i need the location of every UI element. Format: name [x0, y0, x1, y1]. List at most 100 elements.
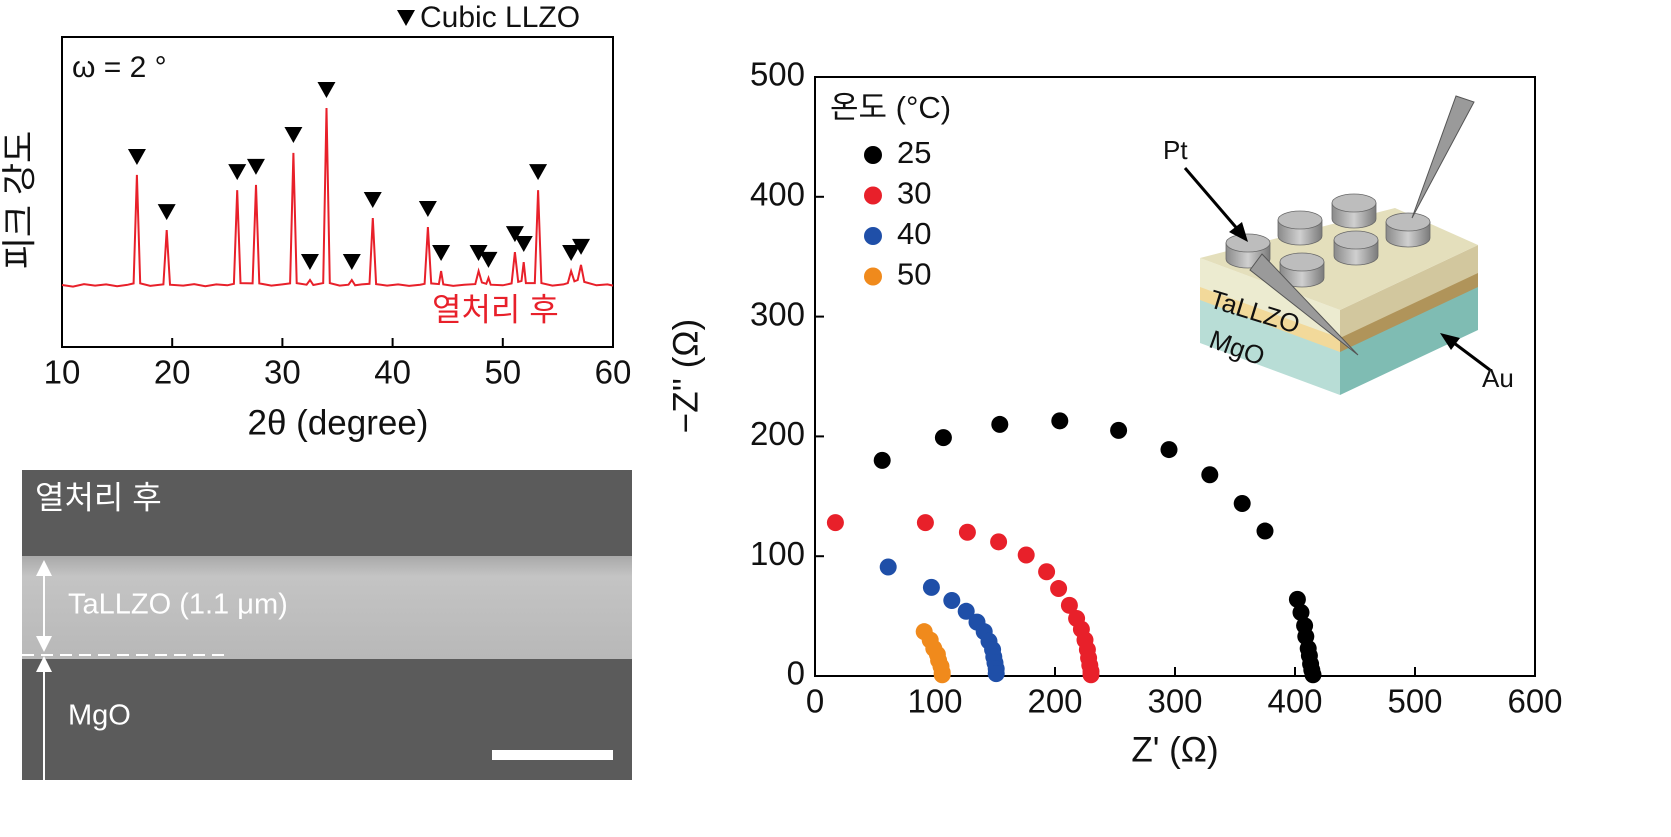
peak-marker — [479, 251, 498, 268]
data-point — [873, 451, 891, 469]
peak-marker — [317, 81, 336, 98]
annotation: ω = 2 ° — [72, 51, 167, 84]
data-point — [1082, 666, 1100, 684]
peak-marker — [157, 204, 176, 221]
data-point — [1110, 421, 1128, 439]
legend-label: 40 — [897, 216, 931, 251]
data-point — [1050, 580, 1068, 598]
layer-label: MgO — [68, 700, 131, 732]
x-tick-label: 500 — [1387, 683, 1442, 720]
data-point — [826, 514, 844, 532]
pointer — [1183, 167, 1242, 233]
x-tick-label: 40 — [374, 354, 411, 391]
peak-marker — [284, 126, 303, 143]
legend-title: 온도 (°C) — [830, 90, 951, 125]
peak-marker — [529, 164, 548, 181]
data-point — [957, 602, 975, 620]
data-point — [1051, 412, 1069, 430]
legend-marker — [397, 10, 415, 26]
x-tick-label: 30 — [264, 354, 301, 391]
peak-marker — [246, 158, 265, 175]
data-point — [1201, 466, 1219, 484]
x-tick-label: 100 — [907, 683, 962, 720]
probe — [1411, 95, 1475, 219]
y-tick-label: 400 — [750, 176, 805, 213]
au-left — [1200, 286, 1340, 352]
peak-marker — [363, 192, 382, 209]
data-point — [1060, 596, 1078, 614]
device-inset — [1183, 95, 1491, 395]
layer-label: TaLLZO (1.1 μm) — [68, 589, 288, 621]
au-right — [1340, 272, 1478, 352]
x-tick-label: 600 — [1507, 683, 1562, 720]
peak-marker — [432, 245, 451, 262]
inset-label: Au — [1482, 363, 1514, 393]
peak-marker — [342, 254, 361, 271]
x-tick-label: 0 — [806, 683, 824, 720]
film-layer — [22, 556, 632, 659]
data-point — [958, 523, 976, 541]
peak-marker — [505, 226, 524, 243]
y-axis-label: −Z'' (Ω) — [666, 319, 705, 433]
data-point — [1233, 494, 1251, 512]
y-tick-label: 100 — [750, 535, 805, 572]
data-point — [916, 514, 934, 532]
legend-marker — [864, 146, 882, 164]
x-tick-label: 50 — [484, 354, 521, 391]
peak-marker — [469, 245, 488, 262]
data-point — [1256, 522, 1274, 540]
data-point — [922, 578, 940, 596]
x-axis-label: 2θ (degree) — [248, 403, 429, 442]
plot-frame — [61, 36, 614, 348]
x-axis-label: Z' (Ω) — [1131, 730, 1218, 769]
pointer-head — [1440, 333, 1460, 350]
data-point — [1038, 563, 1056, 581]
peak-marker — [562, 245, 581, 262]
legend-label: 30 — [897, 176, 931, 211]
pointer — [1449, 338, 1491, 372]
peak-marker — [228, 164, 247, 181]
y-tick-label: 300 — [750, 295, 805, 332]
y-tick-label: 500 — [750, 56, 805, 93]
sem-image: 열처리 후 TaLLZO (1.1 μm) MgO — [22, 470, 632, 780]
legend-label: 50 — [897, 257, 931, 292]
data-point — [990, 533, 1008, 551]
film-left — [1200, 258, 1340, 338]
data-point — [1292, 604, 1310, 622]
peak-marker — [300, 254, 319, 271]
data-point — [987, 665, 1005, 683]
pointer-head — [1229, 222, 1248, 242]
mgo-left — [1200, 298, 1340, 395]
peak-marker — [127, 148, 146, 165]
scale-bar — [492, 750, 613, 760]
x-tick-label: 60 — [595, 354, 632, 391]
data-point — [879, 558, 897, 576]
probe — [1249, 253, 1359, 356]
mgo-right — [1340, 285, 1478, 395]
data-point — [1017, 546, 1035, 564]
legend-marker — [864, 186, 882, 205]
data-point — [991, 415, 1009, 433]
data-point — [1304, 666, 1322, 684]
peak-marker — [572, 238, 591, 255]
xrd-line — [61, 107, 614, 288]
data-point — [1288, 590, 1306, 608]
annotation: 열처리 후 — [432, 291, 559, 327]
data-point — [933, 666, 951, 684]
legend-label: 25 — [897, 135, 931, 170]
electrodes — [1225, 193, 1431, 288]
data-point — [934, 429, 952, 447]
arrow-head — [36, 656, 52, 672]
x-tick-label: 10 — [44, 354, 81, 391]
data-point — [1160, 441, 1178, 459]
y-tick-label: 200 — [750, 415, 805, 452]
peak-marker — [418, 201, 437, 218]
x-tick-label: 400 — [1267, 683, 1322, 720]
inset-label: Pt — [1163, 135, 1188, 165]
y-tick-label: 0 — [787, 655, 805, 692]
peak-marker — [514, 236, 533, 253]
x-tick-label: 200 — [1027, 683, 1082, 720]
x-tick-label: 20 — [154, 354, 191, 391]
legend-label: Cubic LLZO — [420, 1, 580, 34]
